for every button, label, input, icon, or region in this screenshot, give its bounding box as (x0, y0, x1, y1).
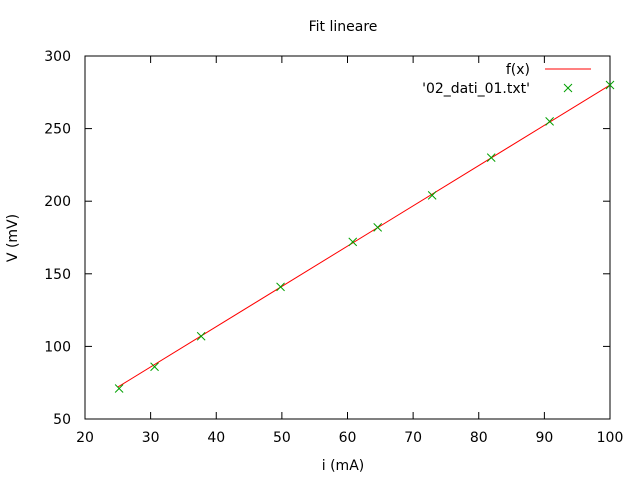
data-point (196, 331, 206, 341)
y-axis-label: V (mV) (5, 214, 21, 262)
data-point (545, 116, 554, 126)
x-tick-label: 90 (535, 430, 553, 446)
x-tick-label: 50 (273, 430, 291, 446)
y-tick-label: 50 (53, 412, 71, 428)
x-tick-label: 80 (470, 430, 488, 446)
y-tick-label: 150 (44, 267, 71, 283)
plot-layer: 20 30 40 50 60 70 80 90 100 50 100 150 200 250 300 f(x)… (44, 49, 623, 446)
data-point (114, 384, 124, 393)
chart-title: Fit lineare (309, 19, 378, 35)
x-tick-label: 100 (597, 430, 624, 446)
data-point (486, 153, 496, 162)
legend-label-data: '02_dati_01.txt' (422, 81, 530, 97)
y-tick-label: 100 (44, 339, 71, 355)
data-point (373, 222, 383, 232)
legend-label-fx: f(x) (506, 62, 530, 78)
x-tick-label: 40 (207, 430, 225, 446)
data-point (605, 80, 615, 90)
x-tick-label: 60 (339, 430, 357, 446)
x-tick-label: 20 (76, 430, 94, 446)
x-axis-label: i (mA) (322, 458, 364, 474)
y-tick-label: 250 (44, 122, 71, 138)
x-tick-label: 30 (142, 430, 160, 446)
y-tick-label: 200 (44, 194, 71, 210)
series-line-fx (117, 84, 611, 388)
data-point (150, 362, 159, 372)
data-point (427, 191, 437, 200)
y-tick-label: 300 (44, 49, 71, 65)
data-point (276, 282, 285, 292)
legend-sample-point (563, 83, 573, 93)
data-point (348, 237, 358, 247)
x-tick-label: 70 (404, 430, 422, 446)
plot-frame (84, 55, 611, 420)
